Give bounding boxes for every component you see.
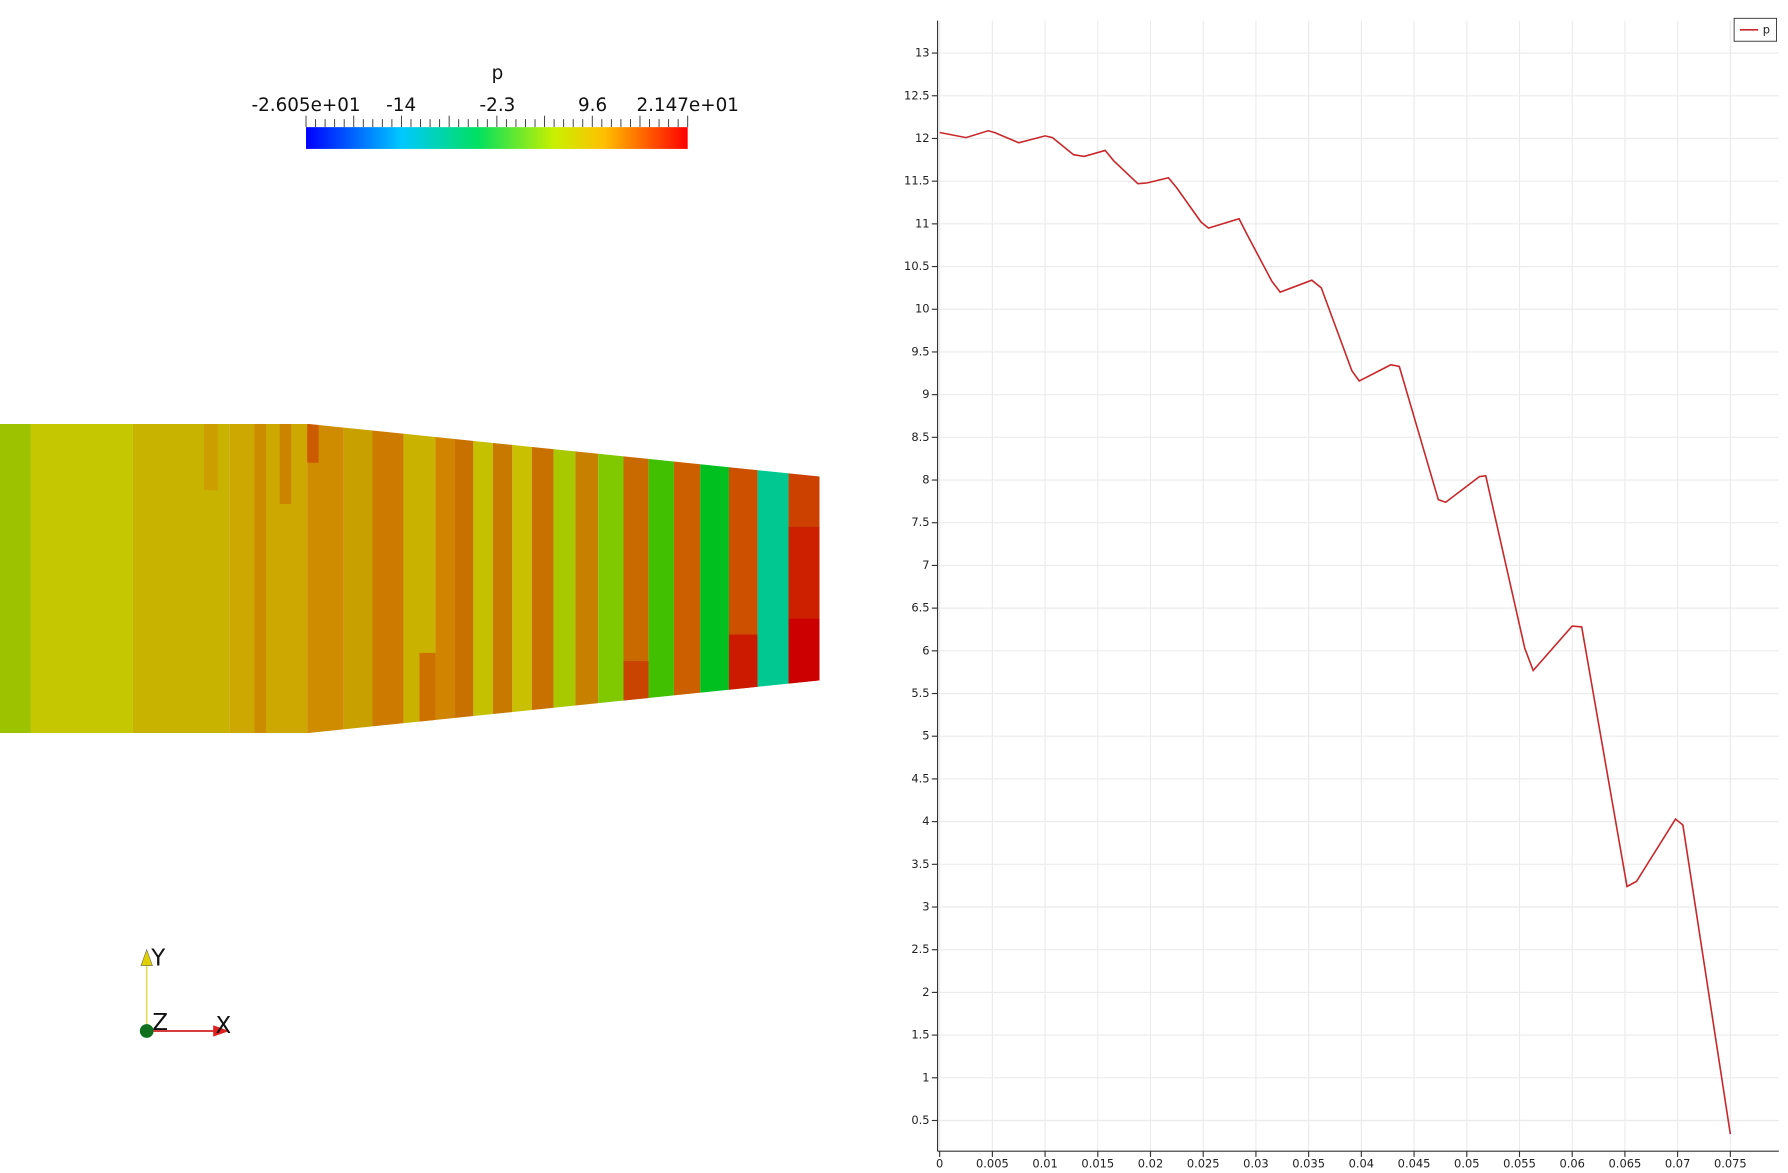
mesh [0, 423, 820, 734]
x-tick-label: 0.02 [1138, 1156, 1163, 1170]
y-tick-label: 2 [922, 985, 929, 999]
axes-triad: Y Z X [139, 946, 231, 1039]
x-tick-label: 0.035 [1292, 1156, 1325, 1170]
legend-label: p [1763, 22, 1770, 36]
y-tick-label: 0.5 [911, 1113, 929, 1127]
colorbar-label: 9.6 [578, 95, 607, 116]
y-tick-label: 5.5 [911, 686, 929, 700]
y-tick-label: 8.5 [911, 430, 929, 444]
data-line [939, 129, 1732, 1135]
x-tick-label: 0.01 [1032, 1156, 1057, 1170]
y-tick-label: 11 [915, 216, 930, 230]
y-tick-label: 5 [922, 729, 929, 743]
axis-label: Y [150, 946, 166, 972]
colorbar-ticks [305, 115, 689, 128]
y-tick-label: 9 [922, 387, 929, 401]
colorbar-label: -2.605e+01 [251, 95, 360, 116]
y-tick-label: 8 [922, 473, 929, 487]
y-tick-label: 4.5 [911, 771, 929, 785]
colorbar-label: 2.147e+01 [636, 95, 738, 116]
y-tick-label: 4 [922, 814, 929, 828]
y-tick-label: 1 [922, 1070, 929, 1084]
y-tick-label: 12.5 [904, 88, 929, 102]
x-tick-label: 0.055 [1503, 1156, 1536, 1170]
y-tick-label: 11.5 [904, 174, 929, 188]
x-tick-label: 0.03 [1243, 1156, 1268, 1170]
axis-label: Z [152, 1010, 168, 1036]
y-tick-label: 6 [922, 643, 929, 657]
line-chart: 0.511.522.533.544.555.566.577.588.599.51… [904, 17, 1779, 1170]
colorbar [306, 127, 688, 149]
x-tick-label: 0.065 [1609, 1156, 1642, 1170]
x-tick-label: 0.06 [1559, 1156, 1584, 1170]
y-tick-label: 3 [922, 900, 929, 914]
y-tick-label: 13 [915, 46, 930, 60]
y-tick-label: 2.5 [911, 942, 929, 956]
x-tick-label: 0.05 [1454, 1156, 1479, 1170]
y-tick-label: 3.5 [911, 857, 929, 871]
x-tick-label: 0.005 [976, 1156, 1009, 1170]
x-tick-label: 0.04 [1349, 1156, 1374, 1170]
y-tick-label: 1.5 [911, 1028, 929, 1042]
x-tick-label: 0.045 [1398, 1156, 1431, 1170]
y-tick-label: 10 [915, 302, 930, 316]
colorbar-title: p [492, 63, 504, 84]
y-tick-label: 7 [922, 558, 929, 572]
x-tick-label: 0.015 [1081, 1156, 1114, 1170]
x-tick-label: 0.075 [1714, 1156, 1747, 1170]
y-tick-label: 12 [915, 131, 930, 145]
axis-label: X [215, 1013, 231, 1039]
y-tick-label: 10.5 [904, 259, 929, 273]
colorbar-label: -14 [386, 95, 416, 116]
y-tick-label: 9.5 [911, 344, 929, 358]
y-tick-label: 6.5 [911, 601, 929, 615]
x-tick-label: 0.07 [1665, 1156, 1690, 1170]
x-tick-label: 0.025 [1187, 1156, 1220, 1170]
colorbar-label: -2.3 [480, 95, 516, 116]
x-tick-label: 0 [936, 1156, 943, 1170]
y-tick-label: 7.5 [911, 515, 929, 529]
